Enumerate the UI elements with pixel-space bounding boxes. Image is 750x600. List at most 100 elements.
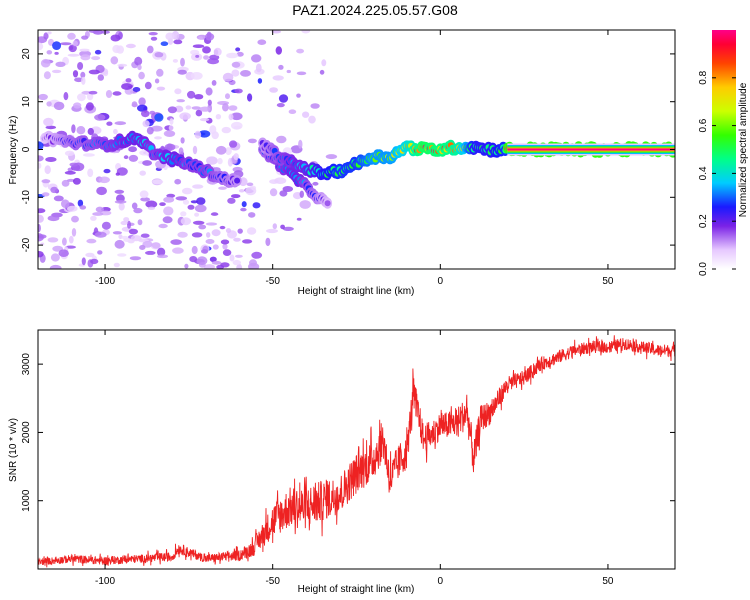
spectrogram-noise-cell (69, 45, 74, 51)
spectrogram-noise-cell (67, 53, 80, 57)
spectrogram-noise-cell (43, 32, 49, 40)
snr-x-tick-label: -50 (265, 576, 280, 587)
spectrogram-noise-cell (282, 186, 294, 192)
spectrogram-noise-cell (96, 186, 107, 196)
spectrogram-noise-cell (199, 106, 211, 112)
spectrogram-noise-cell (45, 157, 57, 162)
spectrogram-noise-cell (50, 253, 60, 262)
spectrogram-noise-cell (74, 77, 84, 83)
spectrogram-noise-cell (165, 32, 175, 41)
spectrogram-noise-cell (205, 87, 213, 96)
spectrogram-noise-cell (138, 97, 146, 106)
spectrogram-noise-cell (164, 143, 176, 151)
spectrogram-noise-cell (105, 90, 113, 98)
spectrogram-noise-cell (207, 99, 212, 106)
spectrogram-noise-cell (114, 200, 127, 204)
spectrogram-noise-cell (156, 86, 166, 91)
spectrogram-noise-cell (38, 93, 48, 101)
spectrogram-noise-cell (147, 206, 155, 210)
spectrogram-noise-cell (266, 228, 278, 234)
spectrogram-noise-cell (113, 262, 120, 268)
spectrogram-noise-cell (90, 258, 99, 265)
snr-y-axis-label: SNR (10 * v/v) (8, 418, 19, 482)
spectrogram-noise-cell (121, 83, 133, 90)
snr-y-tick-label: 3000 (21, 353, 32, 376)
spectrogram-y-tick-label: 10 (21, 96, 32, 108)
spectrogram-noise-cell (296, 71, 307, 76)
spectrogram-noise-cell (162, 216, 173, 224)
spectrogram-noise-cell (222, 249, 232, 256)
spectrogram-noise-cell (194, 94, 204, 100)
spectrogram-noise-cell (61, 179, 70, 187)
spectrogram-noise-cell (235, 47, 241, 52)
spectrogram-noise-cell (145, 250, 156, 255)
spectrogram-noise-cell (151, 242, 161, 249)
spectrogram-noise-cell (231, 194, 241, 199)
spectrogram-noise-cell (218, 186, 227, 190)
spectrogram-noise-cell (128, 228, 138, 235)
spectrogram-noise-cell (301, 30, 311, 34)
spectrogram-noise-cell (40, 58, 51, 68)
spectrogram-noise-cell (203, 55, 210, 60)
spectrogram-noise-cell (94, 49, 102, 55)
spectrogram-noise-cell (140, 233, 150, 238)
snr-series-line (38, 335, 675, 568)
spectrogram-noise-cell (231, 61, 241, 68)
spectrogram-noise-cell (209, 256, 217, 262)
spectrogram-noise-cell (81, 35, 89, 40)
spectrogram-noise-cell (38, 251, 44, 258)
spectrogram-noise-cell (38, 214, 44, 223)
spectrogram-noise-cell (319, 69, 325, 75)
spectrogram-y-tick-label: 0 (21, 146, 32, 152)
colorbar-tick-label: 0.8 (698, 70, 709, 84)
spectrogram-noise-cell (72, 40, 79, 47)
spectrogram-noise-cell (192, 44, 205, 48)
spectrogram-noise-cell (196, 256, 208, 266)
spectrogram-noise-cell (191, 232, 203, 238)
spectrogram-noise-cell (233, 153, 239, 161)
spectrogram-noise-cell (213, 47, 222, 57)
spectrogram-noise-cell (228, 105, 238, 111)
spectrogram-noise-cell (257, 78, 263, 84)
spectrogram-noise-cell (85, 252, 95, 258)
spectrogram-noise-cell (312, 181, 319, 186)
spectrogram-noise-cell (206, 232, 211, 238)
spectrogram-noise-cell (310, 103, 320, 109)
spectrogram-noise-cell (296, 48, 304, 54)
spectrogram-noise-cell (123, 155, 129, 160)
spectrogram-noise-cell (79, 48, 90, 52)
spectrogram-noise-cell (234, 88, 243, 94)
spectrogram-noise-cell (269, 188, 278, 197)
spectrogram-noise-cell (280, 224, 285, 230)
spectrogram-x-tick-label: -100 (95, 276, 115, 287)
spectrogram-noise-cell (242, 239, 253, 244)
spectrogram-noise-cell (52, 41, 62, 50)
spectrogram-noise-cell (76, 126, 86, 135)
spectrogram-noise-cell (81, 257, 86, 266)
spectrogram-noise-cell (211, 229, 221, 237)
spectrogram-noise-cell (222, 103, 229, 112)
spectrogram-noise-cell (180, 217, 192, 226)
spectrogram-noise-cell (220, 239, 230, 245)
spectrogram-noise-cell (142, 120, 150, 128)
spectrogram-noise-cell (44, 165, 51, 175)
spectrogram-noise-cell (325, 154, 338, 160)
spectrogram-noise-cell (141, 110, 150, 118)
spectrogram-noise-cell (189, 256, 198, 263)
spectrogram-noise-cell (91, 56, 101, 61)
colorbar-tick-label: 0.6 (698, 118, 709, 132)
snr-x-tick-label: 50 (602, 576, 614, 587)
spectrogram-noise-cell (81, 76, 86, 85)
spectrogram-noise-cell (59, 42, 72, 46)
spectrogram-noise-cell (139, 245, 146, 250)
snr-panel: -100 -50 0 50 1000 2000 3000 Height of straig… (8, 329, 676, 595)
spectrogram-noise-cell (248, 212, 256, 218)
spectrogram-noise-cell (190, 200, 198, 204)
spectrogram-noise-cell (175, 196, 188, 201)
spectrogram-noise-cell (279, 190, 288, 197)
spectrogram-noise-cell (194, 130, 202, 139)
spectrogram-noise-cell (38, 162, 42, 169)
spectrogram-noise-cell (178, 147, 184, 156)
